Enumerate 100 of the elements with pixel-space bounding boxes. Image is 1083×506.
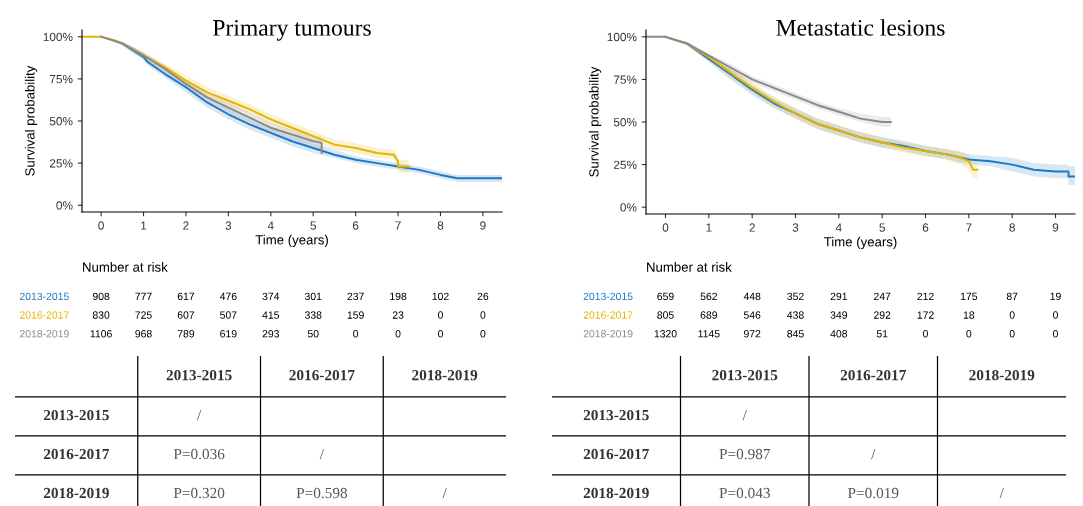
text: 102	[432, 292, 449, 301]
y-tick-label: 50%	[613, 118, 637, 127]
x-tick-label: 6	[922, 223, 929, 232]
text: 247	[874, 292, 891, 300]
category-label: 2013-2015	[583, 409, 649, 421]
category-label: 2018-2019	[583, 487, 649, 499]
text: 374	[262, 292, 280, 301]
text: /	[197, 409, 202, 421]
text: 2013-2015	[583, 292, 633, 301]
category-label: 2018-2019	[43, 487, 109, 499]
text: 0	[480, 330, 486, 338]
text: 0	[1009, 330, 1015, 338]
y-axis-title: Survival probability	[24, 65, 38, 176]
text: 2018-2019	[583, 330, 633, 338]
text: 805	[657, 311, 674, 319]
text: 476	[219, 292, 237, 301]
text: 212	[917, 292, 934, 300]
text: 408	[830, 330, 848, 338]
text: 448	[743, 292, 761, 301]
text: 1106	[90, 330, 112, 338]
text: 968	[135, 330, 152, 338]
text: 0	[480, 311, 486, 319]
x-tick-label: 1	[706, 223, 712, 232]
x-tick-label: 2	[183, 221, 189, 230]
text: 26	[477, 292, 489, 301]
text: P=0.987	[719, 448, 771, 460]
text: 0	[353, 330, 359, 338]
text: 338	[304, 311, 322, 319]
text: 0	[395, 330, 401, 338]
x-tick-label: 7	[395, 221, 401, 230]
text: Number at risk	[83, 262, 168, 272]
y-tick-label: 0%	[56, 201, 73, 210]
text: 507	[220, 311, 237, 319]
text: 50	[307, 330, 319, 338]
text: 845	[787, 330, 804, 338]
text: 2018-2019	[19, 330, 69, 338]
y-tick-label: 25%	[613, 160, 637, 169]
x-axis-title: Time (years)	[255, 234, 328, 248]
text: 789	[177, 330, 195, 338]
y-tick-label: 100%	[607, 32, 637, 42]
y-tick-label: 100%	[43, 32, 73, 42]
category-label: 2013-2015	[712, 369, 778, 381]
text: 237	[347, 292, 364, 301]
text: 617	[177, 292, 195, 301]
x-tick-label: 0	[662, 223, 669, 232]
text: 175	[960, 292, 978, 301]
x-tick-label: 6	[352, 221, 359, 230]
text: Number at risk	[647, 262, 732, 272]
y-tick-label: 0%	[620, 203, 637, 212]
text: 607	[177, 311, 195, 319]
text: 830	[92, 311, 110, 319]
text: 0	[923, 330, 928, 338]
text: 51	[876, 330, 888, 338]
x-tick-label: 8	[437, 221, 444, 230]
text: P=0.320	[173, 487, 225, 499]
text: 415	[262, 311, 280, 319]
category-label: 2018-2019	[969, 369, 1035, 381]
text: 438	[787, 311, 804, 319]
text: 1145	[698, 330, 720, 338]
text: 293	[262, 330, 280, 338]
y-tick-label: 75%	[613, 75, 637, 84]
text: /	[442, 487, 447, 499]
text: 159	[347, 311, 364, 319]
y-tick-label: 25%	[49, 159, 73, 168]
y-tick-label: 75%	[49, 74, 73, 84]
x-tick-label: 4	[267, 221, 274, 230]
text: 349	[830, 311, 848, 319]
text: 0	[1053, 330, 1058, 338]
text: 2016-2017	[583, 311, 633, 319]
x-tick-label: 2	[749, 223, 755, 232]
x-tick-label: 5	[310, 221, 316, 230]
x-tick-label: 7	[966, 223, 972, 232]
text: /	[742, 409, 747, 421]
x-tick-label: 5	[879, 223, 885, 232]
text: 18	[963, 311, 975, 319]
text: /	[999, 487, 1004, 499]
x-tick-label: 9	[1052, 223, 1059, 232]
category-label: 2016-2017	[43, 448, 110, 460]
category-label: 2016-2017	[583, 448, 649, 460]
y-tick-label: 50%	[49, 117, 73, 126]
x-tick-label: 0	[98, 221, 104, 230]
x-tick-label: 1	[141, 221, 147, 230]
text: P=0.598	[296, 487, 348, 499]
text: 0	[438, 311, 443, 319]
text: /	[319, 448, 324, 460]
x-tick-label: 3	[792, 223, 799, 232]
text: 0	[1009, 311, 1015, 319]
text: 292	[874, 311, 891, 319]
text: 546	[743, 311, 761, 319]
text: P=0.036	[173, 448, 225, 460]
text: 725	[135, 311, 152, 319]
text: 0	[438, 330, 443, 338]
text: 352	[787, 292, 804, 301]
text: 19	[1050, 292, 1061, 301]
category-label: 2018-2019	[412, 369, 478, 381]
category-label: 2013-2015	[166, 369, 232, 381]
x-tick-label: 4	[835, 223, 842, 232]
category-label: 2016-2017	[840, 369, 906, 381]
text: 2013-2015	[19, 292, 69, 301]
text: P=0.043	[719, 487, 770, 499]
